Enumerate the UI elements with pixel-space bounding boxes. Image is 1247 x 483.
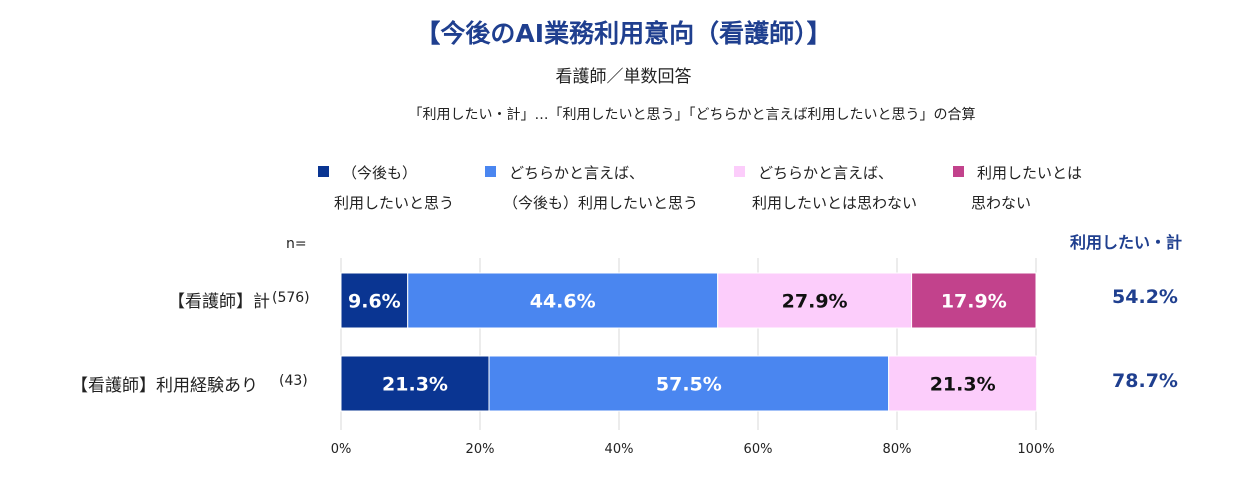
row-label-1: 【看護師】利用経験あり [71, 376, 258, 396]
data-label-r0-s0: 9.6% [348, 291, 401, 313]
data-label-r1-s1: 57.5% [656, 374, 722, 396]
legend-label-3-line2: 思わない [971, 194, 1032, 212]
bar-r1-s0 [340, 355, 490, 412]
row-label-0: 【看護師】計 [168, 292, 270, 312]
legend-item-1: どちらかと言えば、 （今後も）利用したいと思う [485, 158, 698, 218]
bar-r1-s1 [488, 355, 890, 412]
data-label-r0-s1: 44.6% [530, 291, 596, 313]
legend-label-0-line1: （今後も） [342, 164, 418, 182]
legend-swatch-2 [734, 166, 745, 177]
chart-title: 【今後のAI業務利用意向（看護師）】 [415, 19, 832, 48]
data-label-r0-s2: 27.9% [782, 291, 848, 313]
x-tick-label-1: 20% [466, 442, 495, 457]
legend-label-1-line2: （今後も）利用したいと思う [503, 194, 699, 212]
legend-swatch-0 [318, 166, 329, 177]
total-header: 利用したい・計 [1070, 233, 1183, 252]
x-tick-label-0: 0% [331, 442, 352, 457]
legend-label-3-line1: 利用したいとは [977, 164, 1083, 182]
bar-r1-s2 [888, 355, 1038, 412]
data-label-r1-s2: 21.3% [930, 374, 996, 396]
legend-label-2-line1: どちらかと言えば、 [758, 164, 894, 182]
legend-item-3: 利用したいとは 思わない [953, 158, 1082, 218]
data-label-r0-s3: 17.9% [941, 291, 1007, 313]
chart-subtitle: 看護師／単数回答 [555, 67, 692, 87]
row-n-1: (43) [279, 373, 308, 389]
total-value-1: 78.7% [1112, 370, 1178, 392]
row-n-0: (576) [272, 290, 310, 306]
legend-swatch-1 [485, 166, 496, 177]
legend-item-2: どちらかと言えば、 利用したいとは思わない [734, 158, 917, 218]
data-label-r1-s0: 21.3% [382, 374, 448, 396]
x-tick-label-4: 80% [883, 442, 912, 457]
legend-label-1-line1: どちらかと言えば、 [509, 164, 645, 182]
n-label: n= [286, 236, 307, 252]
x-tick-label-3: 60% [744, 442, 773, 457]
bar-r0-s3 [911, 272, 1037, 329]
bar-r0-s1 [407, 272, 719, 329]
legend-label-2-line2: 利用したいとは思わない [752, 194, 918, 212]
legend-item-0: （今後も） 利用したいと思う [318, 158, 454, 218]
legend-label-0-line2: 利用したいと思う [334, 194, 455, 212]
total-value-0: 54.2% [1112, 286, 1178, 308]
chart-note: 「利用したい・計」…「利用したいと思う」「どちらかと言えば利用したいと思う」の合… [408, 107, 976, 123]
bar-r0-s2 [717, 272, 913, 329]
x-tick-label-2: 40% [605, 442, 634, 457]
x-tick-label-5: 100% [1017, 442, 1054, 457]
bar-r0-s0 [340, 272, 409, 329]
legend-swatch-3 [953, 166, 964, 177]
